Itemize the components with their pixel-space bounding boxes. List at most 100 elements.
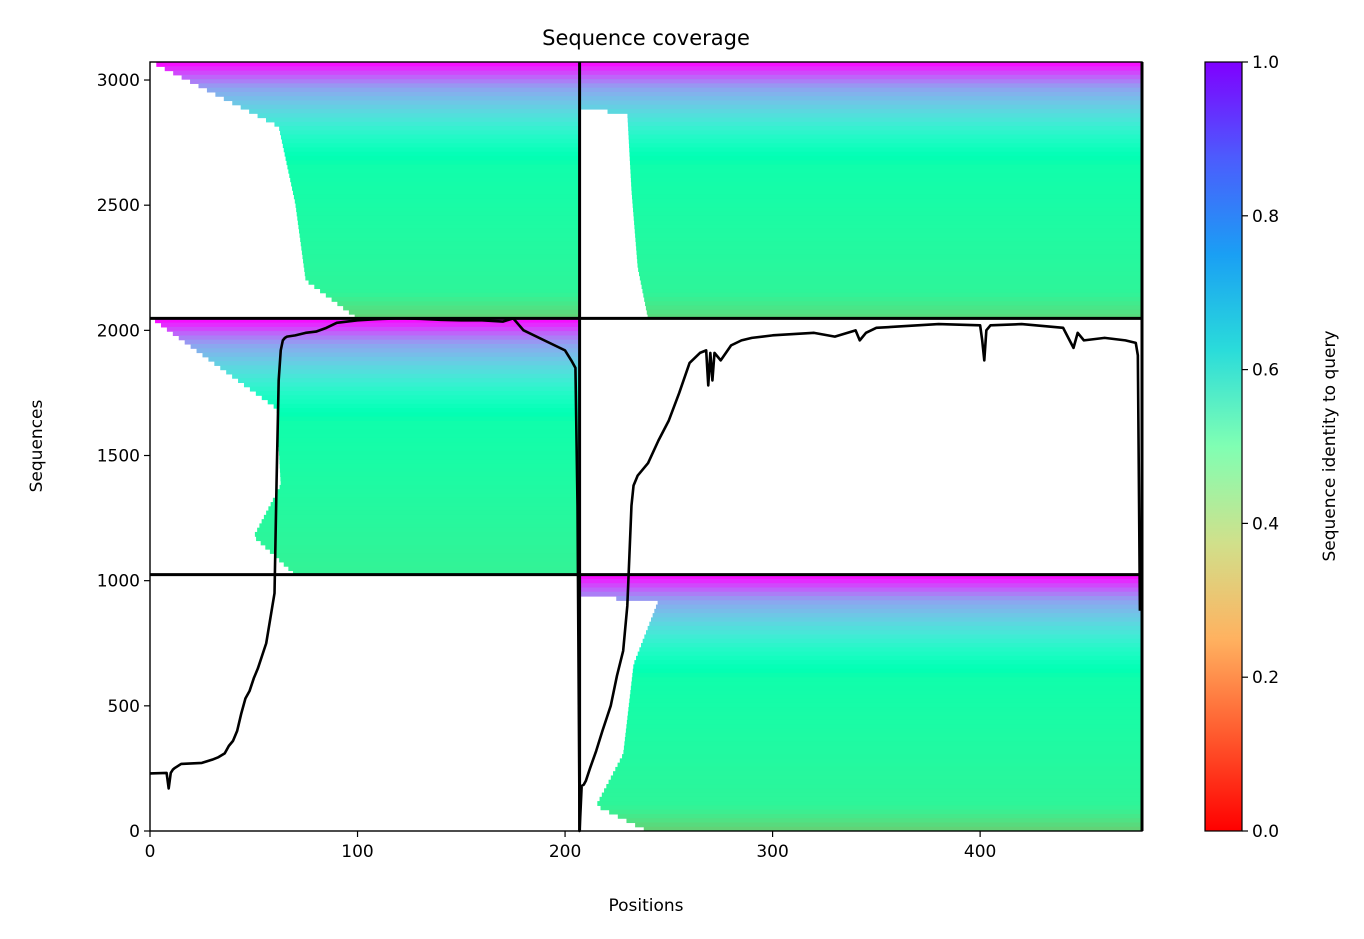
msa-stripe [348, 309, 580, 315]
msa-stripe [278, 437, 580, 443]
msa-stripe [277, 420, 580, 426]
msa-stripe [639, 271, 1142, 277]
msa-stripe [635, 237, 1142, 243]
msa-stripe [238, 378, 580, 384]
msa-stripe [277, 416, 580, 422]
msa-stripe [646, 309, 1142, 315]
msa-stripe [599, 796, 1142, 802]
msa-stripe [296, 211, 580, 217]
msa-stripe [628, 130, 1142, 136]
y-axis-label: Sequences [27, 400, 47, 493]
msa-stripe [302, 254, 580, 260]
msa-stripe [288, 566, 580, 571]
y-tick-label: 3000 [97, 71, 140, 91]
msa-stripe [283, 147, 580, 153]
colorbar-tick-label: 0.0 [1252, 822, 1279, 842]
colorbar-tick-label: 0.2 [1252, 668, 1279, 688]
msa-stripe [634, 224, 1142, 230]
x-tick-label: 0 [145, 842, 156, 862]
msa-stripe [647, 625, 1142, 631]
msa-stripe [214, 361, 580, 366]
msa-stripe [579, 87, 1142, 93]
msa-stripe [282, 143, 580, 149]
msa-stripe [629, 147, 1142, 153]
y-tick-label: 1000 [97, 572, 140, 592]
msa-block [579, 574, 1142, 831]
msa-stripe [266, 510, 580, 516]
msa-stripe [633, 211, 1142, 217]
y-tick-label: 500 [108, 697, 140, 717]
msa-stripe [630, 177, 1142, 183]
msa-stripe [626, 818, 1142, 824]
x-tick-label: 300 [756, 842, 788, 862]
msa-stripe [626, 724, 1142, 730]
msa-stripe [634, 660, 1142, 665]
msa-stripe [627, 711, 1142, 717]
msa-stripe [292, 190, 580, 196]
msa-stripe [281, 138, 580, 144]
msa-stripe [642, 638, 1142, 644]
msa-stripe [616, 596, 1142, 601]
msa-stripe [637, 651, 1142, 657]
msa-stripe [232, 373, 580, 379]
msa-stripe [280, 480, 580, 486]
msa-stripe [279, 484, 580, 490]
msa-stripe [644, 296, 1142, 302]
msa-stripe [636, 249, 1142, 255]
msa-stripe [579, 66, 1142, 72]
msa-stripe [354, 314, 580, 319]
msa-stripe [243, 382, 580, 388]
msa-stripe [652, 613, 1142, 618]
msa-stripe [279, 455, 580, 460]
msa-stripe [160, 322, 580, 328]
x-tick-label: 400 [964, 842, 996, 862]
msa-stripe [206, 87, 580, 93]
msa-stripe [629, 698, 1142, 704]
msa-stripe [294, 198, 580, 204]
msa-stripe [173, 70, 580, 76]
msa-stripe [655, 604, 1142, 610]
msa-stripe [634, 228, 1142, 234]
colorbar-label: Sequence identity to query [1320, 330, 1340, 561]
msa-stripe [579, 583, 1142, 589]
msa-stripe [273, 403, 580, 409]
msa-stripe [279, 450, 580, 456]
msa-stripe [645, 305, 1142, 311]
msa-stripe [325, 292, 580, 298]
msa-stripe [274, 553, 580, 559]
msa-stripe [636, 254, 1142, 260]
msa-stripe [293, 194, 580, 200]
msa-stripe [619, 758, 1142, 764]
msa-stripe [647, 314, 1142, 319]
msa-stripe [631, 677, 1142, 683]
msa-stripe [632, 672, 1142, 678]
msa-stripe [607, 108, 1142, 114]
msa-stripe [623, 745, 1142, 751]
msa-stripe [254, 531, 580, 537]
msa-stripe [615, 766, 1142, 772]
coverage-heatmap-blocks [155, 62, 1142, 831]
msa-stripe [196, 348, 580, 354]
y-tick-label: 0 [129, 822, 140, 842]
msa-stripe [629, 155, 1142, 161]
msa-stripe [301, 249, 580, 255]
msa-stripe [633, 664, 1142, 670]
msa-stripe [277, 429, 580, 435]
msa-stripe [579, 104, 1142, 110]
msa-block [579, 62, 1142, 319]
msa-stripe [579, 587, 1142, 593]
msa-stripe [579, 591, 1142, 597]
msa-stripe [600, 805, 1142, 811]
msa-stripe [597, 801, 1142, 806]
msa-stripe [601, 792, 1142, 798]
msa-stripe [240, 104, 580, 110]
msa-stripe [280, 472, 580, 477]
msa-stripe [190, 343, 580, 349]
msa-stripe [164, 66, 580, 72]
colorbar-tick-label: 0.4 [1252, 514, 1279, 534]
msa-stripe [300, 241, 580, 247]
msa-stripe [301, 245, 580, 251]
msa-stripe [276, 412, 580, 418]
msa-stripe [278, 446, 580, 452]
msa-stripe [634, 220, 1142, 225]
